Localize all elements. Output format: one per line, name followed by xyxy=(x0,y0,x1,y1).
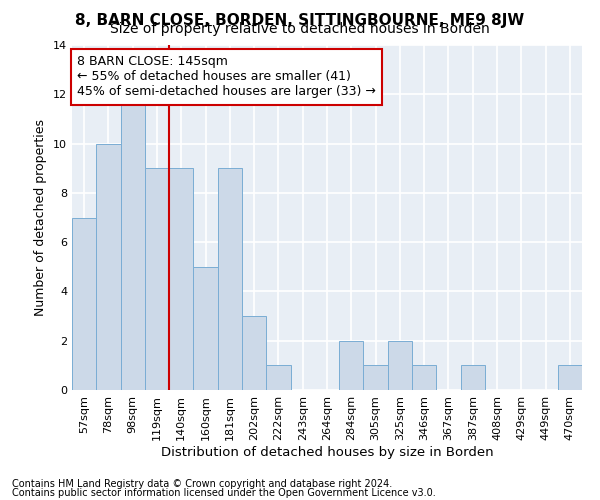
Bar xyxy=(558,366,582,390)
Bar xyxy=(121,94,145,390)
Text: Size of property relative to detached houses in Borden: Size of property relative to detached ho… xyxy=(110,22,490,36)
Bar xyxy=(339,340,364,390)
Bar xyxy=(461,366,485,390)
Bar xyxy=(266,366,290,390)
Bar xyxy=(388,340,412,390)
Bar xyxy=(169,168,193,390)
Bar xyxy=(218,168,242,390)
Bar xyxy=(145,168,169,390)
Text: 8, BARN CLOSE, BORDEN, SITTINGBOURNE, ME9 8JW: 8, BARN CLOSE, BORDEN, SITTINGBOURNE, ME… xyxy=(76,12,524,28)
Y-axis label: Number of detached properties: Number of detached properties xyxy=(34,119,47,316)
Bar xyxy=(96,144,121,390)
Bar xyxy=(193,267,218,390)
Text: Contains public sector information licensed under the Open Government Licence v3: Contains public sector information licen… xyxy=(12,488,436,498)
Text: 8 BARN CLOSE: 145sqm
← 55% of detached houses are smaller (41)
45% of semi-detac: 8 BARN CLOSE: 145sqm ← 55% of detached h… xyxy=(77,56,376,98)
Bar xyxy=(412,366,436,390)
Bar xyxy=(242,316,266,390)
X-axis label: Distribution of detached houses by size in Borden: Distribution of detached houses by size … xyxy=(161,446,493,458)
Bar xyxy=(364,366,388,390)
Text: Contains HM Land Registry data © Crown copyright and database right 2024.: Contains HM Land Registry data © Crown c… xyxy=(12,479,392,489)
Bar xyxy=(72,218,96,390)
